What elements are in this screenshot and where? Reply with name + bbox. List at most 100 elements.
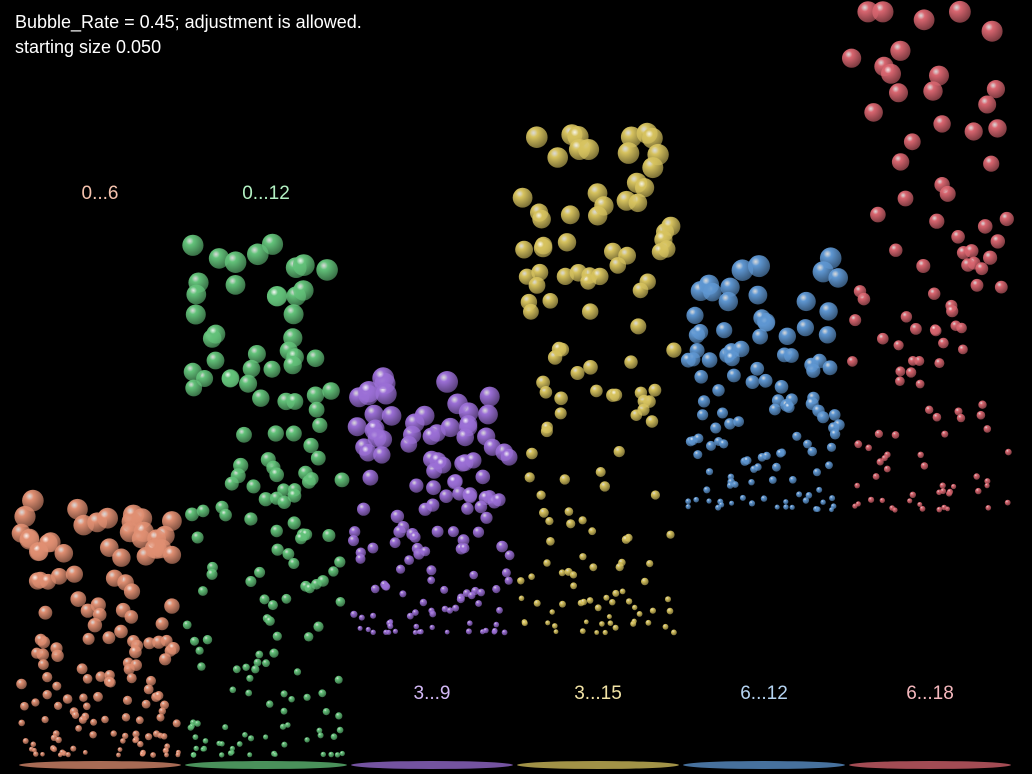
bubble (190, 636, 199, 646)
bubble (877, 332, 889, 345)
bubble (1004, 499, 1011, 506)
bubble (777, 347, 792, 363)
bubble (533, 238, 553, 258)
bubble (826, 442, 837, 452)
bubble (915, 379, 925, 389)
bubble (418, 629, 424, 635)
bubble (662, 623, 669, 630)
chart-subtitle: starting size 0.050 (15, 37, 162, 57)
bubble (426, 498, 440, 512)
bubble (322, 529, 336, 542)
bubble (457, 534, 470, 547)
bubble (126, 673, 137, 684)
bubble (441, 605, 449, 613)
bubble (196, 504, 210, 518)
bubble (316, 259, 338, 281)
group-base-0 (19, 761, 181, 769)
bubble (591, 267, 609, 286)
bubble (594, 630, 600, 635)
bubble (760, 495, 768, 502)
bubble (303, 437, 319, 454)
bubble (857, 1, 879, 23)
bubble (604, 242, 622, 261)
bubble (429, 624, 435, 631)
bubble (155, 617, 169, 631)
bubble (412, 609, 419, 616)
bubble (545, 620, 551, 626)
bubble (465, 628, 472, 635)
bubble (496, 540, 508, 553)
bubble (253, 658, 262, 667)
bubble (803, 439, 812, 449)
bubble (954, 407, 963, 416)
bubble (609, 599, 616, 606)
bubble (686, 306, 704, 324)
bubble (334, 675, 343, 684)
bubble (932, 412, 942, 422)
bubble (893, 340, 904, 351)
bubble (190, 719, 197, 726)
bubble (570, 582, 577, 590)
bubble (602, 629, 608, 636)
bubble (933, 115, 951, 133)
bubble (521, 620, 528, 627)
bubble (357, 625, 363, 631)
bubble (358, 381, 380, 403)
bubble (727, 368, 741, 383)
bubble (583, 619, 589, 625)
bubble (970, 278, 984, 292)
bubble (236, 426, 252, 443)
group-bases (19, 761, 1011, 769)
bubble (941, 504, 947, 511)
bubble (816, 486, 823, 493)
bubble (554, 391, 568, 406)
bubble (750, 465, 758, 473)
bubble (950, 320, 962, 332)
bubble (89, 731, 97, 739)
bubble (255, 650, 264, 659)
bubble (409, 478, 424, 493)
bubble (283, 304, 304, 325)
bubble (387, 623, 394, 630)
bubble (224, 251, 247, 273)
bubble (247, 735, 255, 742)
bubble (219, 508, 232, 522)
bubble (267, 425, 284, 442)
bubble (792, 431, 802, 441)
bubble (456, 428, 475, 447)
bubble (920, 462, 929, 470)
bubble (459, 415, 478, 434)
bubble (606, 614, 612, 620)
bubble (842, 48, 862, 68)
bubble (870, 206, 886, 223)
bubble (362, 469, 379, 486)
bubble (884, 451, 891, 458)
bubble (137, 740, 144, 748)
bubble (122, 504, 144, 526)
bubble (164, 598, 180, 614)
bubble (536, 375, 550, 390)
bubble (162, 511, 182, 531)
bubble (745, 375, 760, 389)
bubble (813, 506, 820, 512)
group-base-3 (517, 761, 679, 769)
bubble (630, 409, 643, 422)
bubble (917, 451, 924, 458)
bubble (293, 280, 314, 301)
bubble (526, 447, 538, 460)
bubble (776, 449, 785, 458)
bubble (978, 95, 997, 114)
bubble (829, 429, 841, 440)
bubble (154, 691, 164, 701)
bubble (582, 303, 599, 320)
bubble (545, 517, 554, 526)
bubble (267, 600, 278, 611)
bubble (202, 635, 213, 645)
bubble (883, 465, 891, 473)
bubble (219, 752, 225, 758)
bubble (224, 476, 239, 491)
bubble (76, 663, 88, 675)
bubble (500, 448, 518, 466)
bubble (936, 506, 943, 513)
bubble (984, 483, 990, 489)
